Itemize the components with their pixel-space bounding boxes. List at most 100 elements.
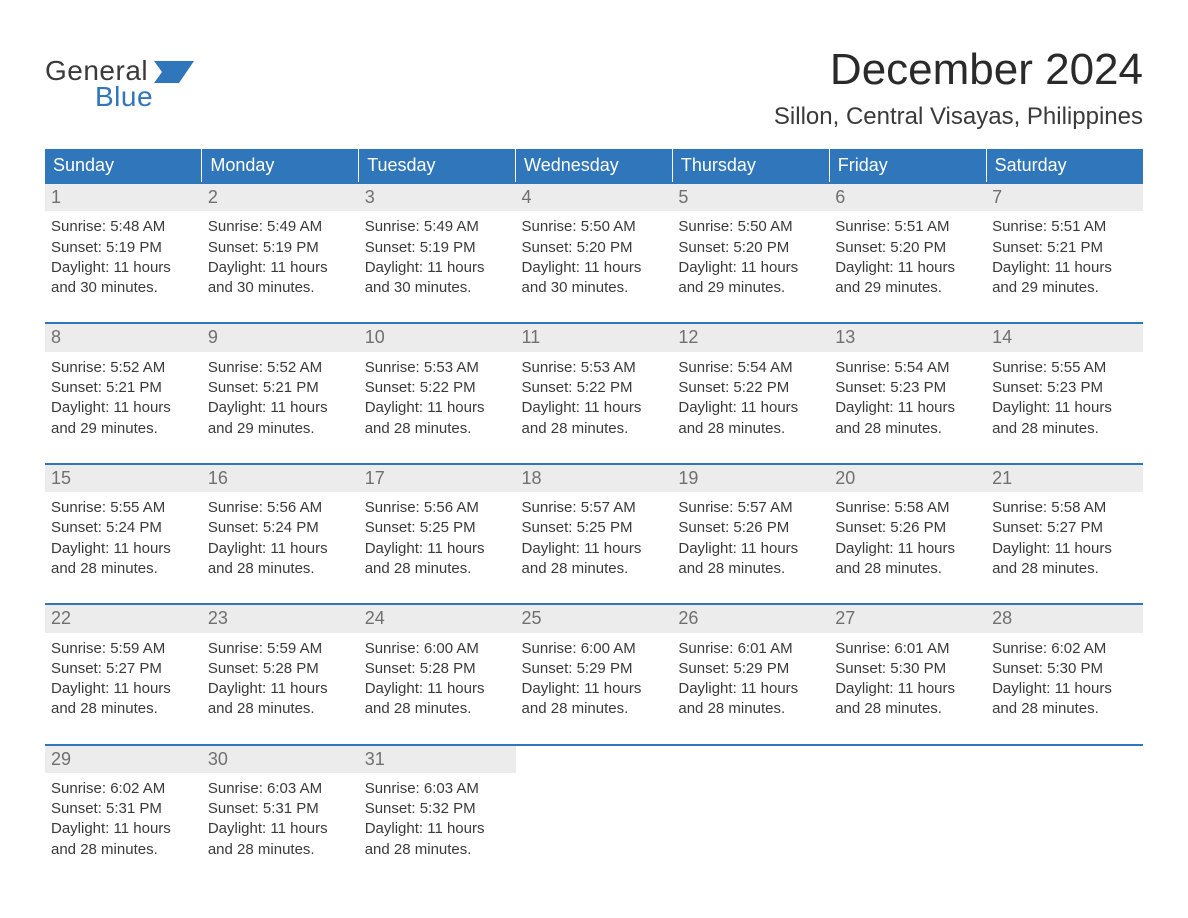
logo: General Blue [45, 55, 194, 113]
sunset-line: Sunset: 5:31 PM [208, 799, 353, 819]
sunset-line: Sunset: 5:22 PM [365, 378, 510, 398]
daylight-line2: and 28 minutes. [835, 419, 980, 439]
daylight-line1: Daylight: 11 hours [678, 679, 823, 699]
daylight-hours: 11 hours [427, 680, 484, 697]
day-details: Sunrise: 5:54 AMSunset: 5:23 PMDaylight:… [829, 352, 986, 463]
day-cell: 26Sunrise: 6:01 AMSunset: 5:29 PMDayligh… [672, 604, 829, 744]
daylight-hours: 11 hours [584, 540, 641, 557]
day-details: Sunrise: 5:49 AMSunset: 5:19 PMDaylight:… [202, 211, 359, 322]
daylight-minutes: 28 minutes. [80, 700, 158, 717]
daylight-line2: and 28 minutes. [835, 559, 980, 579]
day-details: Sunrise: 5:58 AMSunset: 5:27 PMDaylight:… [986, 492, 1143, 603]
day-number: 3 [359, 184, 516, 211]
sunrise-value: 5:49 AM [424, 218, 479, 235]
daylight-line1: Daylight: 11 hours [835, 398, 980, 418]
sunrise-line: Sunrise: 5:56 AM [365, 498, 510, 518]
day-cell: 29Sunrise: 6:02 AMSunset: 5:31 PMDayligh… [45, 745, 202, 884]
sunrise-value: 6:03 AM [267, 780, 322, 797]
daylight-line2: and 28 minutes. [522, 699, 667, 719]
day-number: 2 [202, 184, 359, 211]
daylight-line1: Daylight: 11 hours [51, 398, 196, 418]
sunrise-line: Sunrise: 5:53 AM [365, 358, 510, 378]
day-number: 1 [45, 184, 202, 211]
sunset-line: Sunset: 5:23 PM [992, 378, 1137, 398]
sunset-line: Sunset: 5:20 PM [835, 238, 980, 258]
location: Sillon, Central Visayas, Philippines [774, 103, 1143, 131]
daylight-minutes: 30 minutes. [237, 279, 315, 296]
day-details: Sunrise: 5:53 AMSunset: 5:22 PMDaylight:… [516, 352, 673, 463]
sunrise-line: Sunrise: 5:53 AM [522, 358, 667, 378]
sunrise-value: 5:56 AM [267, 499, 322, 516]
daylight-line2: and 28 minutes. [208, 840, 353, 860]
sunset-value: 5:23 PM [1047, 379, 1103, 396]
day-number: 25 [516, 605, 673, 632]
daylight-line2: and 28 minutes. [51, 699, 196, 719]
daylight-line2: and 28 minutes. [208, 699, 353, 719]
day-number: 10 [359, 324, 516, 351]
day-number: 6 [829, 184, 986, 211]
daylight-minutes: 28 minutes. [551, 560, 629, 577]
daylight-hours: 11 hours [270, 259, 327, 276]
day-cell: 27Sunrise: 6:01 AMSunset: 5:30 PMDayligh… [829, 604, 986, 744]
week-row: 22Sunrise: 5:59 AMSunset: 5:27 PMDayligh… [45, 604, 1143, 744]
daylight-line2: and 28 minutes. [365, 419, 510, 439]
daylight-hours: 11 hours [114, 540, 171, 557]
sunset-line: Sunset: 5:20 PM [678, 238, 823, 258]
daylight-line2: and 30 minutes. [522, 278, 667, 298]
sunset-line: Sunset: 5:28 PM [365, 659, 510, 679]
sunrise-line: Sunrise: 5:51 AM [992, 217, 1137, 237]
day-cell: 30Sunrise: 6:03 AMSunset: 5:31 PMDayligh… [202, 745, 359, 884]
daylight-line1: Daylight: 11 hours [835, 539, 980, 559]
day-details: Sunrise: 5:51 AMSunset: 5:21 PMDaylight:… [986, 211, 1143, 322]
daylight-hours: 11 hours [584, 399, 641, 416]
daylight-hours: 11 hours [741, 680, 798, 697]
col-saturday: Saturday [986, 149, 1143, 183]
daylight-line1: Daylight: 11 hours [208, 539, 353, 559]
sunrise-line: Sunrise: 6:01 AM [678, 639, 823, 659]
day-details: Sunrise: 5:56 AMSunset: 5:25 PMDaylight:… [359, 492, 516, 603]
day-details: Sunrise: 5:50 AMSunset: 5:20 PMDaylight:… [672, 211, 829, 322]
daylight-hours: 11 hours [114, 259, 171, 276]
week-row: 1Sunrise: 5:48 AMSunset: 5:19 PMDaylight… [45, 183, 1143, 323]
sunrise-line: Sunrise: 5:59 AM [51, 639, 196, 659]
sunrise-line: Sunrise: 5:50 AM [522, 217, 667, 237]
daylight-minutes: 30 minutes. [80, 279, 158, 296]
sunrise-line: Sunrise: 5:52 AM [51, 358, 196, 378]
daylight-line2: and 29 minutes. [208, 419, 353, 439]
day-number: 16 [202, 465, 359, 492]
day-details: Sunrise: 6:01 AMSunset: 5:29 PMDaylight:… [672, 633, 829, 744]
daylight-line1: Daylight: 11 hours [51, 819, 196, 839]
daylight-hours: 11 hours [898, 680, 955, 697]
sunrise-line: Sunrise: 5:57 AM [522, 498, 667, 518]
sunrise-line: Sunrise: 6:02 AM [51, 779, 196, 799]
daylight-hours: 11 hours [427, 259, 484, 276]
sunset-line: Sunset: 5:31 PM [51, 799, 196, 819]
day-cell: 2Sunrise: 5:49 AMSunset: 5:19 PMDaylight… [202, 183, 359, 323]
daylight-line2: and 28 minutes. [522, 419, 667, 439]
daylight-line2: and 28 minutes. [992, 559, 1137, 579]
day-number: 23 [202, 605, 359, 632]
daylight-line2: and 29 minutes. [992, 278, 1137, 298]
sunrise-value: 5:54 AM [738, 359, 793, 376]
sunset-value: 5:26 PM [890, 519, 946, 536]
day-number: 19 [672, 465, 829, 492]
day-details: Sunrise: 5:57 AMSunset: 5:26 PMDaylight:… [672, 492, 829, 603]
day-number: 11 [516, 324, 673, 351]
day-number: 12 [672, 324, 829, 351]
daylight-line2: and 28 minutes. [678, 559, 823, 579]
sunset-value: 5:21 PM [106, 379, 162, 396]
sunrise-value: 5:53 AM [581, 359, 636, 376]
day-cell: .. [986, 745, 1143, 884]
daylight-minutes: 29 minutes. [1021, 279, 1099, 296]
day-details: Sunrise: 5:59 AMSunset: 5:28 PMDaylight:… [202, 633, 359, 744]
daylight-line2: and 30 minutes. [51, 278, 196, 298]
sunset-line: Sunset: 5:29 PM [522, 659, 667, 679]
day-cell: 24Sunrise: 6:00 AMSunset: 5:28 PMDayligh… [359, 604, 516, 744]
sunset-line: Sunset: 5:24 PM [51, 518, 196, 538]
day-cell: 15Sunrise: 5:55 AMSunset: 5:24 PMDayligh… [45, 464, 202, 604]
daylight-line2: and 28 minutes. [51, 840, 196, 860]
sunset-line: Sunset: 5:30 PM [992, 659, 1137, 679]
sunrise-value: 6:02 AM [110, 780, 165, 797]
sunset-value: 5:20 PM [733, 239, 789, 256]
daylight-minutes: 28 minutes. [708, 700, 786, 717]
